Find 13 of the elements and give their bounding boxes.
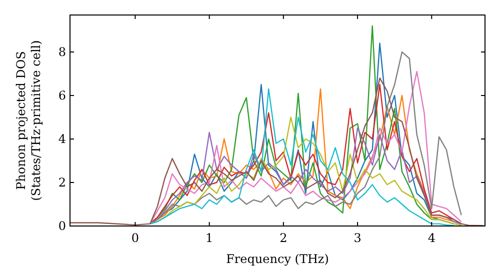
y-tick-label: 2 [58, 176, 66, 190]
x-tick-label: 3 [354, 231, 362, 245]
y-tick-label: 8 [58, 45, 66, 60]
x-axis-title: Frequency (THz) [226, 252, 329, 266]
y-tick-label: 4 [58, 132, 66, 146]
x-tick-label: 1 [206, 231, 214, 245]
x-tick-label: 0 [131, 231, 140, 245]
x-tick-label: 4 [428, 231, 436, 245]
y-tick-label: 6 [58, 88, 66, 103]
y-axis-title: Phonon projected DOS (States/THz·primitive cell) [14, 40, 43, 201]
y-tick-label: 0 [58, 219, 66, 234]
x-tick-label: 2 [280, 231, 288, 245]
line-series [70, 77, 484, 226]
